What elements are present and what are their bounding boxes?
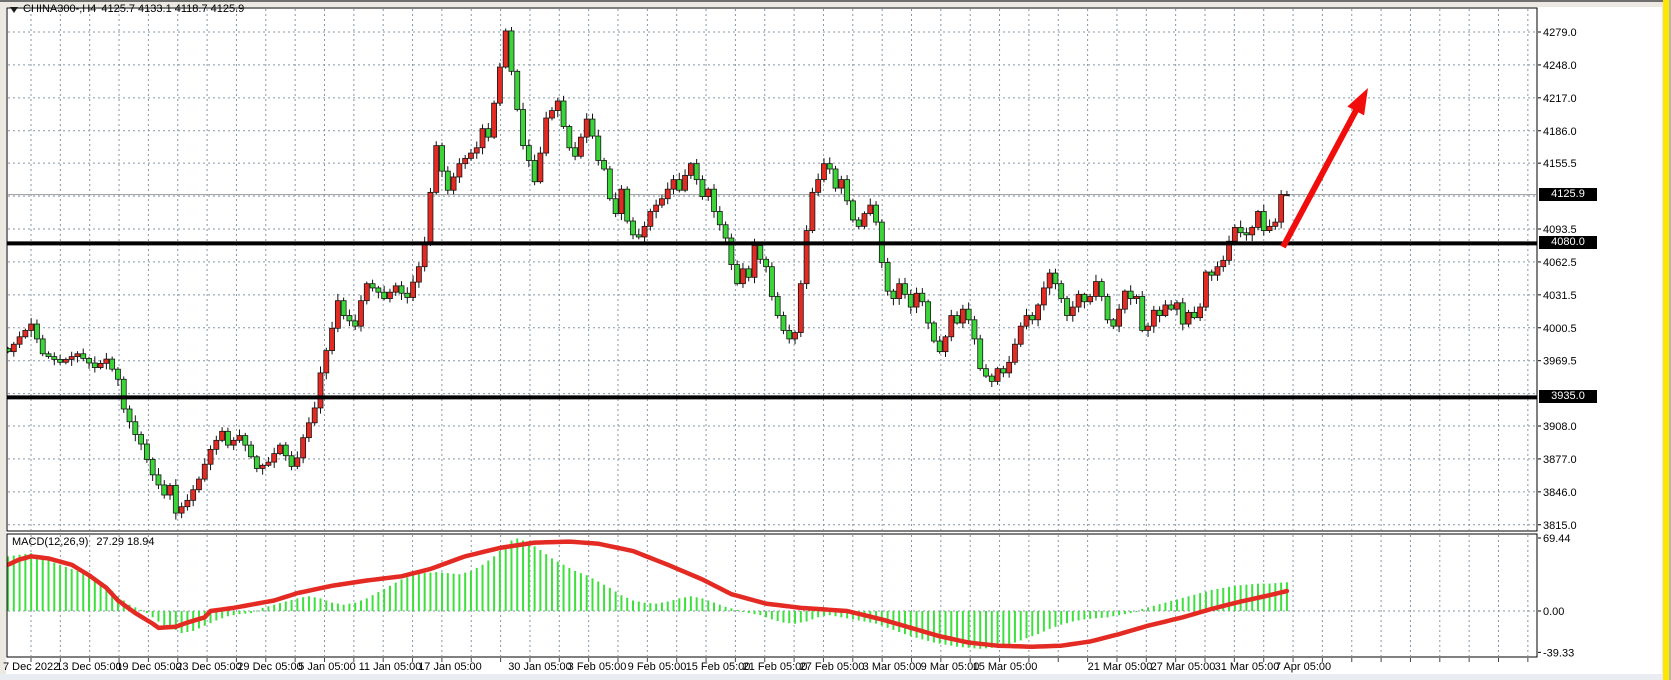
time-axis-label: 23 Dec 05:00	[176, 661, 241, 673]
time-axis-label: 27 Feb 05:00	[800, 661, 865, 673]
current-price-tag: 4125.9	[1539, 187, 1597, 201]
time-axis-label: 29 Dec 05:00	[237, 661, 302, 673]
price-axis-label: 3908.0	[1543, 421, 1577, 433]
symbol-ohlc: 4125.7 4133.1 4118.7 4125.9	[101, 3, 245, 15]
price-axis-label: 4093.5	[1543, 224, 1577, 236]
time-axis-label: 27 Mar 05:00	[1151, 661, 1216, 673]
price-axis-label: 4000.5	[1543, 323, 1577, 335]
trend-arrow-shaft[interactable]	[1280, 102, 1363, 249]
macd-indicator-label: MACD(12,26,9) 27.29 18.94	[12, 536, 155, 549]
time-axis-label: 9 Mar 05:00	[921, 661, 980, 673]
time-axis-label: 30 Jan 05:00	[508, 661, 572, 673]
time-axis-label: 3 Feb 05:00	[568, 661, 627, 673]
macd-panel-border	[6, 533, 1538, 658]
main-plot-border	[6, 7, 1538, 532]
time-axis-label: 11 Jan 05:00	[359, 661, 422, 673]
price-axis-label: 4217.0	[1543, 93, 1577, 105]
candlestick-series	[7, 26, 1290, 520]
time-axis-label: 3 Mar 05:00	[863, 661, 922, 673]
macd-axis-label: 69.44	[1543, 533, 1571, 545]
price-axis-label: 4031.5	[1543, 290, 1577, 302]
symbol-name: CHINA300-,H4	[23, 3, 97, 15]
macd-name: MACD(12,26,9)	[12, 536, 89, 548]
macd-axis-label: -39.33	[1543, 647, 1574, 659]
price-axis-label: 4279.0	[1543, 27, 1577, 39]
macd-values: 27.29 18.94	[96, 536, 155, 548]
price-axis-label: 4155.5	[1543, 158, 1577, 170]
trend-arrow-head[interactable]	[1347, 88, 1368, 116]
time-axis-label: 21 Mar 05:00	[1088, 661, 1153, 673]
time-axis-label: 21 Feb 05:00	[743, 661, 808, 673]
triangle-down-icon	[10, 6, 18, 13]
symbol-quote-line: CHINA300-,H4 4125.7 4133.1 4118.7 4125.9	[10, 3, 244, 16]
price-axis-label: 4248.0	[1543, 60, 1577, 72]
price-axis-label: 4062.5	[1543, 257, 1577, 269]
price-axis-label: 3846.0	[1543, 487, 1577, 499]
time-axis-label: 31 Mar 05:00	[1215, 661, 1280, 673]
macd-axis-label: 0.00	[1543, 606, 1564, 618]
time-axis-label: 7 Dec 2022	[3, 661, 59, 673]
price-axis-label: 4186.0	[1543, 126, 1577, 138]
window-edge-highlight	[1663, 0, 1669, 680]
time-axis-label: 9 Feb 05:00	[628, 661, 687, 673]
time-axis-label: 15 Feb 05:00	[686, 661, 751, 673]
resistance-level-tag: 4080.0	[1539, 236, 1597, 250]
price-axis-label: 3969.5	[1543, 356, 1577, 368]
price-axis-label: 3877.0	[1543, 454, 1577, 466]
support-level-tag: 3935.0	[1539, 390, 1597, 404]
time-axis-label: 15 Mar 05:00	[973, 661, 1038, 673]
time-axis-label: 17 Jan 05:00	[418, 661, 482, 673]
time-axis-label: 7 Apr 05:00	[1275, 661, 1331, 673]
price-axis-label: 3815.0	[1543, 520, 1577, 532]
macd-histogram	[7, 538, 1288, 649]
macd-signal-line	[7, 539, 1290, 650]
time-axis-label: 19 Dec 05:00	[116, 661, 181, 673]
time-axis-label: 13 Dec 05:00	[56, 661, 121, 673]
time-axis-label: 5 Jan 05:00	[298, 661, 356, 673]
